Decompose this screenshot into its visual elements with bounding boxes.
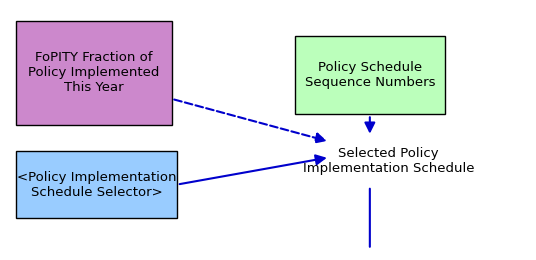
Text: Policy Schedule
Sequence Numbers: Policy Schedule Sequence Numbers [304, 61, 435, 89]
FancyBboxPatch shape [16, 21, 172, 125]
Text: FoPITY Fraction of
Policy Implemented
This Year: FoPITY Fraction of Policy Implemented Th… [28, 51, 160, 94]
FancyBboxPatch shape [16, 151, 177, 218]
Text: <Policy Implementation
Schedule Selector>: <Policy Implementation Schedule Selector… [17, 171, 176, 199]
Text: Selected Policy
Implementation Schedule: Selected Policy Implementation Schedule [303, 147, 474, 175]
FancyBboxPatch shape [295, 36, 445, 114]
